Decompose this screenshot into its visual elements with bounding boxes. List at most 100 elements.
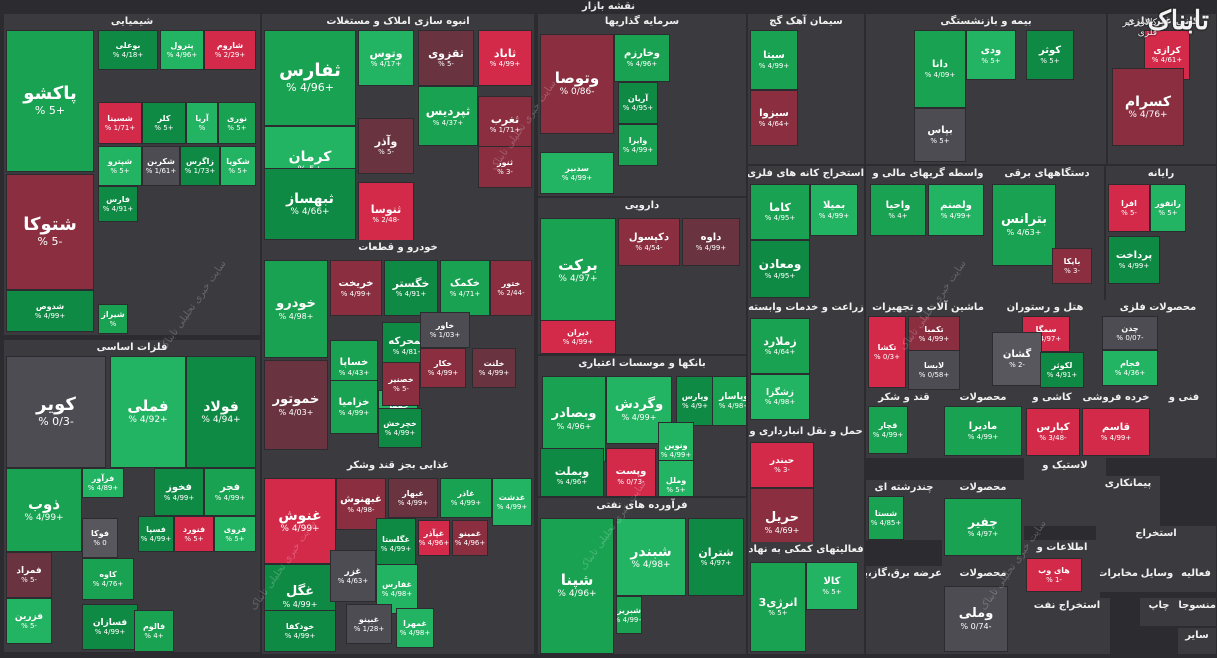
stock-tile[interactable]: خودکفا +4/99 % xyxy=(264,610,336,652)
stock-tile[interactable]: فسازان +4/99 % xyxy=(82,604,138,650)
stock-tile[interactable]: سیتا +4/99 % xyxy=(750,30,798,90)
stock-tile[interactable]: زاگرس +1/73 % xyxy=(180,146,220,186)
stock-tile[interactable]: خصنیر -5 % xyxy=(382,362,420,406)
stock-tile[interactable]: وملی -0/74 % xyxy=(944,586,1008,652)
stock-tile[interactable]: ولصنم +4/99 % xyxy=(928,184,984,236)
stock-tile[interactable]: زملارد +4/64 % xyxy=(750,318,810,374)
stock-tile[interactable]: فخوز +4/99 % xyxy=(154,468,204,516)
stock-tile[interactable]: وبصادر +4/96 % xyxy=(542,376,606,462)
stock-tile[interactable]: خموتور +4/03 % xyxy=(264,360,328,450)
stock-tile[interactable]: فوکا 0 % xyxy=(82,518,118,558)
stock-tile[interactable]: شتوکا -5 % xyxy=(6,174,94,290)
stock-tile[interactable]: فرآور +4/89 % xyxy=(82,468,124,498)
stock-tile[interactable]: بوعلی +4/18 % xyxy=(98,30,158,70)
stock-tile[interactable]: وپاسار+4/98 % xyxy=(712,376,746,426)
stock-tile[interactable]: تکشا +0/3 % xyxy=(868,316,906,388)
stock-tile[interactable]: غبینو +1/28 % xyxy=(346,604,392,644)
stock-tile[interactable]: گشان -2 % xyxy=(992,332,1042,386)
stock-tile[interactable]: فجر +4/99 % xyxy=(204,468,256,516)
stock-tile[interactable]: فسپا +4/99 % xyxy=(138,516,174,552)
stock-tile[interactable]: خچرخش +4/99 % xyxy=(378,408,422,448)
stock-tile[interactable]: کسرام +4/76 % xyxy=(1112,68,1184,146)
stock-tile[interactable]: کاوه +4/76 % xyxy=(82,558,134,600)
stock-tile[interactable]: خگستر +4/91 % xyxy=(384,260,438,316)
stock-tile[interactable]: شبریز+4/99 % xyxy=(616,596,642,634)
stock-tile[interactable]: غمینو +4/96 % xyxy=(452,520,488,556)
stock-tile[interactable]: وخارزم +4/96 % xyxy=(614,34,670,82)
stock-tile[interactable]: مادیرا +4/99 % xyxy=(944,406,1022,456)
stock-tile[interactable]: وتوصا -0/86 % xyxy=(540,34,614,134)
stock-tile[interactable]: خکمک +4/71 % xyxy=(440,260,490,316)
stock-tile[interactable]: غگلستا +4/99 % xyxy=(376,518,416,570)
stock-tile[interactable]: ودی +5 % xyxy=(966,30,1016,80)
stock-tile[interactable]: فزرین -5 % xyxy=(6,598,52,644)
stock-tile[interactable]: شکویا +5 % xyxy=(220,146,256,186)
stock-tile[interactable]: ثبهساز +4/66 % xyxy=(264,168,356,240)
stock-tile[interactable]: خودرو +4/98 % xyxy=(264,260,328,358)
stock-tile[interactable]: شدوص +4/99 % xyxy=(6,290,94,332)
stock-tile[interactable]: کوثر +5 % xyxy=(1026,30,1074,80)
stock-tile[interactable]: ثاباد +4/99 % xyxy=(478,30,532,86)
stock-tile[interactable]: نوری +5 % xyxy=(218,102,256,144)
stock-tile[interactable]: بپاس +5 % xyxy=(914,108,966,162)
stock-tile[interactable]: خریخت +4/99 % xyxy=(330,260,382,316)
stock-tile[interactable]: فمراد -5 % xyxy=(6,552,52,598)
stock-tile[interactable]: کالا +5 % xyxy=(806,562,858,610)
stock-tile[interactable]: کاما +4/95 % xyxy=(750,184,810,240)
stock-tile[interactable]: آریا% xyxy=(186,102,218,144)
stock-tile[interactable]: قچار +4/99 % xyxy=(868,406,908,454)
stock-tile[interactable]: دانا +4/09 % xyxy=(914,30,966,108)
stock-tile[interactable]: فملی +4/92 % xyxy=(110,356,186,468)
stock-tile[interactable]: غبهار +4/99 % xyxy=(388,478,438,518)
stock-tile[interactable]: پاکشو +5 % xyxy=(6,30,94,172)
stock-tile[interactable]: کپارس -3/48 % xyxy=(1026,408,1080,456)
stock-tile[interactable]: سدبیر +4/99 % xyxy=(540,152,614,194)
stock-tile[interactable]: چدن -0/07 % xyxy=(1102,316,1158,350)
stock-tile[interactable]: برکت +4/97 % xyxy=(540,218,616,324)
stock-tile[interactable]: وتوس +4/17 % xyxy=(358,30,414,86)
stock-tile[interactable]: واحیا +4 % xyxy=(870,184,926,236)
stock-tile[interactable]: غنوش +4/99 % xyxy=(264,478,336,564)
stock-tile[interactable]: فجام +4/36 % xyxy=(1102,350,1158,386)
stock-tile[interactable]: ثنوسا -2/48 % xyxy=(358,182,414,240)
stock-tile[interactable]: وگردش +4/99 % xyxy=(606,376,672,444)
stock-tile[interactable]: دیران +4/99 % xyxy=(540,320,616,354)
stock-tile[interactable]: دکپسول -4/54 % xyxy=(618,218,680,266)
stock-tile[interactable]: ثغرب +1/71 % xyxy=(478,96,532,152)
stock-tile[interactable]: شتران +4/97 % xyxy=(688,518,744,596)
stock-tile[interactable]: لکوثر +4/91 % xyxy=(1040,352,1084,388)
stock-tile[interactable]: چفیر +4/97 % xyxy=(944,498,1022,556)
stock-tile[interactable]: بایکا -3 % xyxy=(1052,248,1092,284)
stock-tile[interactable]: حبندر -3 % xyxy=(750,442,814,488)
stock-tile[interactable]: فارس +4/91 % xyxy=(98,186,138,222)
stock-tile[interactable]: غزر +4/63 % xyxy=(330,550,376,602)
stock-tile[interactable]: داوه +4/99 % xyxy=(682,218,740,266)
stock-tile[interactable]: ختور -2/44 % xyxy=(490,260,532,316)
stock-tile[interactable]: فنورد +5 % xyxy=(174,516,214,552)
stock-tile[interactable]: کویر -0/3 % xyxy=(6,356,106,468)
stock-tile[interactable]: غاذر +4/99 % xyxy=(440,478,492,518)
stock-tile[interactable]: شیراز% xyxy=(98,304,128,334)
stock-tile[interactable]: خاور +1/03 % xyxy=(420,312,470,348)
stock-tile[interactable]: شسینا +1/71 % xyxy=(98,102,142,144)
stock-tile[interactable]: ذوب +4/99 % xyxy=(6,468,82,552)
stock-tile[interactable]: رانفور +5 % xyxy=(1150,184,1186,232)
stock-tile[interactable]: بترانس +4/63 % xyxy=(992,184,1056,266)
stock-tile[interactable]: وآذر -5 % xyxy=(358,118,414,174)
stock-tile[interactable]: وپارس +4/9 % xyxy=(676,376,714,426)
stock-tile[interactable]: کلر +5 % xyxy=(142,102,186,144)
stock-tile[interactable]: ثنور -3 % xyxy=(478,146,532,188)
stock-tile[interactable]: فروی +5 % xyxy=(214,516,256,552)
stock-tile[interactable]: انرژی3 +5 % xyxy=(750,562,806,652)
stock-tile[interactable]: خکار +4/99 % xyxy=(420,348,466,388)
stock-tile[interactable]: شبندر +4/98 % xyxy=(616,518,686,596)
stock-tile[interactable]: شپنا +4/96 % xyxy=(540,518,614,654)
stock-tile[interactable]: وبملت +4/96 % xyxy=(540,448,604,496)
stock-tile[interactable]: شستا +4/85 % xyxy=(868,496,904,540)
stock-tile[interactable]: غپآذر +4/96 % xyxy=(418,520,450,556)
stock-tile[interactable]: پرداخت +4/99 % xyxy=(1108,236,1160,284)
stock-tile[interactable]: خزامیا +4/99 % xyxy=(330,380,378,434)
stock-tile[interactable]: غمهرا +4/98 % xyxy=(396,608,434,648)
stock-tile[interactable]: های وب -1 % xyxy=(1026,558,1082,592)
stock-tile[interactable]: شاروم +2/29 % xyxy=(204,30,256,70)
